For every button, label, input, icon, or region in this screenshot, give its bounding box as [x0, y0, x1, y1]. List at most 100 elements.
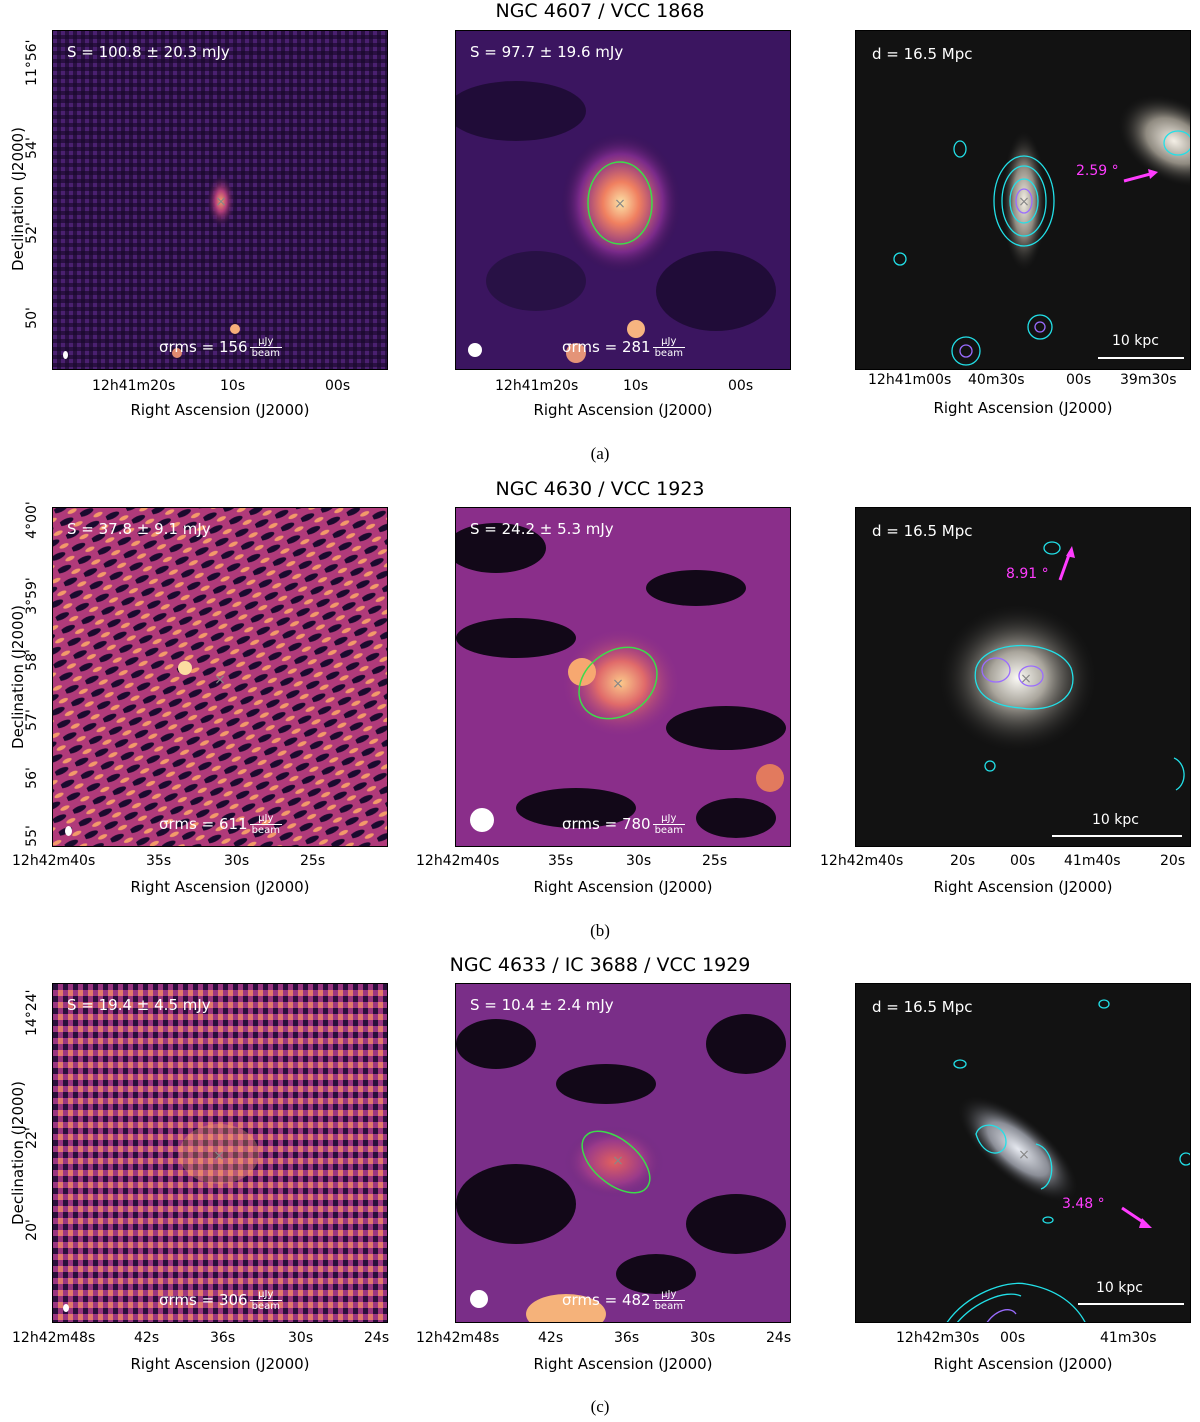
source-ellipse	[587, 161, 653, 245]
flux-label: S = 19.4 ± 4.5 mJy	[67, 996, 211, 1014]
source-ellipse	[581, 1130, 651, 1194]
optical-image-c: ×	[856, 984, 1190, 1322]
x-tick: 36s	[614, 1330, 640, 1346]
row-b-title: NGC 4630 / VCC 1923	[495, 478, 705, 500]
radio-map-b-mid: ×	[456, 508, 790, 846]
angle-label: 3.48 °	[1062, 1196, 1105, 1212]
y-tick: 4°00'	[24, 501, 40, 539]
x-tick: 30s	[224, 853, 250, 869]
x-tick: 00s	[325, 378, 351, 394]
y-tick: 58'	[24, 649, 40, 671]
x-tick: 42s	[134, 1330, 160, 1346]
y-tick: 55'	[24, 825, 40, 847]
y-tick: 20'	[24, 1219, 40, 1241]
beam-marker	[470, 1290, 488, 1308]
svg-text:×: ×	[213, 1148, 225, 1164]
x-axis-label: Right Ascension (J2000)	[130, 401, 310, 419]
svg-text:×: ×	[1018, 194, 1030, 210]
row-a-optical-panel: × d = 16.5 Mpc 2.59 ° 10 kpc	[855, 30, 1191, 370]
row-a-title: NGC 4607 / VCC 1868	[495, 0, 705, 22]
beam-marker	[63, 351, 68, 359]
x-tick: 41m30s	[1100, 1330, 1157, 1346]
direction-arrow	[1123, 171, 1155, 183]
svg-text:×: ×	[1020, 671, 1032, 687]
x-tick: 24s	[766, 1330, 792, 1346]
flux-label: S = 10.4 ± 2.4 mJy	[470, 996, 614, 1014]
distance-label: d = 16.5 Mpc	[872, 998, 973, 1016]
svg-text:×: ×	[614, 196, 626, 212]
optical-image-a: ×	[856, 31, 1190, 369]
y-tick: 22'	[24, 1127, 40, 1149]
angle-label: 2.59 °	[1076, 163, 1119, 179]
x-tick: 35s	[548, 853, 574, 869]
row-c-radio-smoothed-panel: × S = 10.4 ± 2.4 mJy σrms = 482 μJy beam	[455, 983, 791, 1323]
beam-marker	[468, 343, 482, 357]
x-tick: 30s	[626, 853, 652, 869]
beam-marker	[470, 808, 494, 832]
angle-label: 8.91 °	[1006, 566, 1049, 582]
row-c-optical-panel: × d = 16.5 Mpc 3.48 ° 10 kpc	[855, 983, 1191, 1323]
radio-map-a-mid: ×	[456, 31, 790, 369]
row-c-title: NGC 4633 / IC 3688 / VCC 1929	[449, 954, 751, 976]
x-tick: 12h41m20s	[92, 378, 176, 394]
row-b-radio-smoothed-panel: × S = 24.2 ± 5.3 mJy σrms = 780 μJy beam	[455, 507, 791, 847]
scale-label: 10 kpc	[1092, 812, 1139, 828]
radio-map-c-left: ×	[53, 984, 387, 1322]
caption-a: (a)	[590, 444, 610, 463]
x-tick: 00s	[1010, 853, 1036, 869]
y-tick: 14°24'	[24, 989, 40, 1036]
contours-cyan	[946, 999, 1190, 1322]
x-tick: 25s	[702, 853, 728, 869]
contours-violet	[986, 1309, 1017, 1322]
x-tick: 36s	[210, 1330, 236, 1346]
x-tick: 42s	[538, 1330, 564, 1346]
x-axis-label: Right Ascension (J2000)	[130, 878, 310, 896]
y-tick: 52'	[24, 222, 40, 244]
radio-map-c-mid: ×	[456, 984, 790, 1322]
direction-arrow	[1058, 551, 1072, 581]
svg-text:×: ×	[214, 672, 226, 688]
x-tick: 12h42m48s	[416, 1330, 500, 1346]
x-tick: 30s	[690, 1330, 716, 1346]
caption-c: (c)	[590, 1397, 610, 1416]
x-tick: 12h41m00s	[868, 372, 952, 388]
optical-image-b: ×	[856, 508, 1190, 846]
rms-label: σrms = 780 μJy beam	[562, 813, 685, 836]
contours-violet	[981, 657, 1044, 687]
svg-text:×: ×	[612, 676, 624, 692]
x-tick: 00s	[1066, 372, 1092, 388]
x-tick: 30s	[288, 1330, 314, 1346]
distance-label: d = 16.5 Mpc	[872, 45, 973, 63]
x-tick: 12h41m20s	[495, 378, 579, 394]
scale-bar	[1052, 835, 1182, 837]
scale-bar	[1078, 1303, 1184, 1305]
rms-label: σrms = 156 μJy beam	[159, 336, 282, 359]
svg-text:×: ×	[215, 194, 227, 210]
radio-map-a-left: ×	[53, 31, 387, 369]
scale-bar	[1098, 357, 1184, 359]
galaxy-emission	[207, 175, 235, 227]
y-tick: 50'	[24, 307, 40, 329]
x-tick: 35s	[146, 853, 172, 869]
y-tick: 3°59'	[24, 577, 40, 615]
x-tick: 12h42m40s	[416, 853, 500, 869]
x-axis-label: Right Ascension (J2000)	[533, 401, 713, 419]
scale-label: 10 kpc	[1096, 1280, 1143, 1296]
x-tick: 00s	[1000, 1330, 1026, 1346]
radio-map-b-left: ×	[53, 508, 387, 846]
rms-label: σrms = 281 μJy beam	[562, 336, 685, 359]
flux-label: S = 100.8 ± 20.3 mJy	[67, 43, 230, 61]
x-tick: 24s	[364, 1330, 390, 1346]
rms-label: σrms = 482 μJy beam	[562, 1289, 685, 1312]
x-axis-label: Right Ascension (J2000)	[933, 399, 1113, 417]
source-ellipse	[578, 646, 658, 720]
flux-label: S = 37.8 ± 9.1 mJy	[67, 520, 211, 538]
contours-cyan	[974, 541, 1185, 791]
x-tick: 00s	[728, 378, 754, 394]
beam-marker	[65, 826, 72, 836]
scale-label: 10 kpc	[1112, 333, 1159, 349]
x-axis-label: Right Ascension (J2000)	[130, 1355, 310, 1373]
rms-label: σrms = 306 μJy beam	[159, 1289, 282, 1312]
x-tick: 20s	[1160, 853, 1186, 869]
x-tick: 12h42m48s	[12, 1330, 96, 1346]
